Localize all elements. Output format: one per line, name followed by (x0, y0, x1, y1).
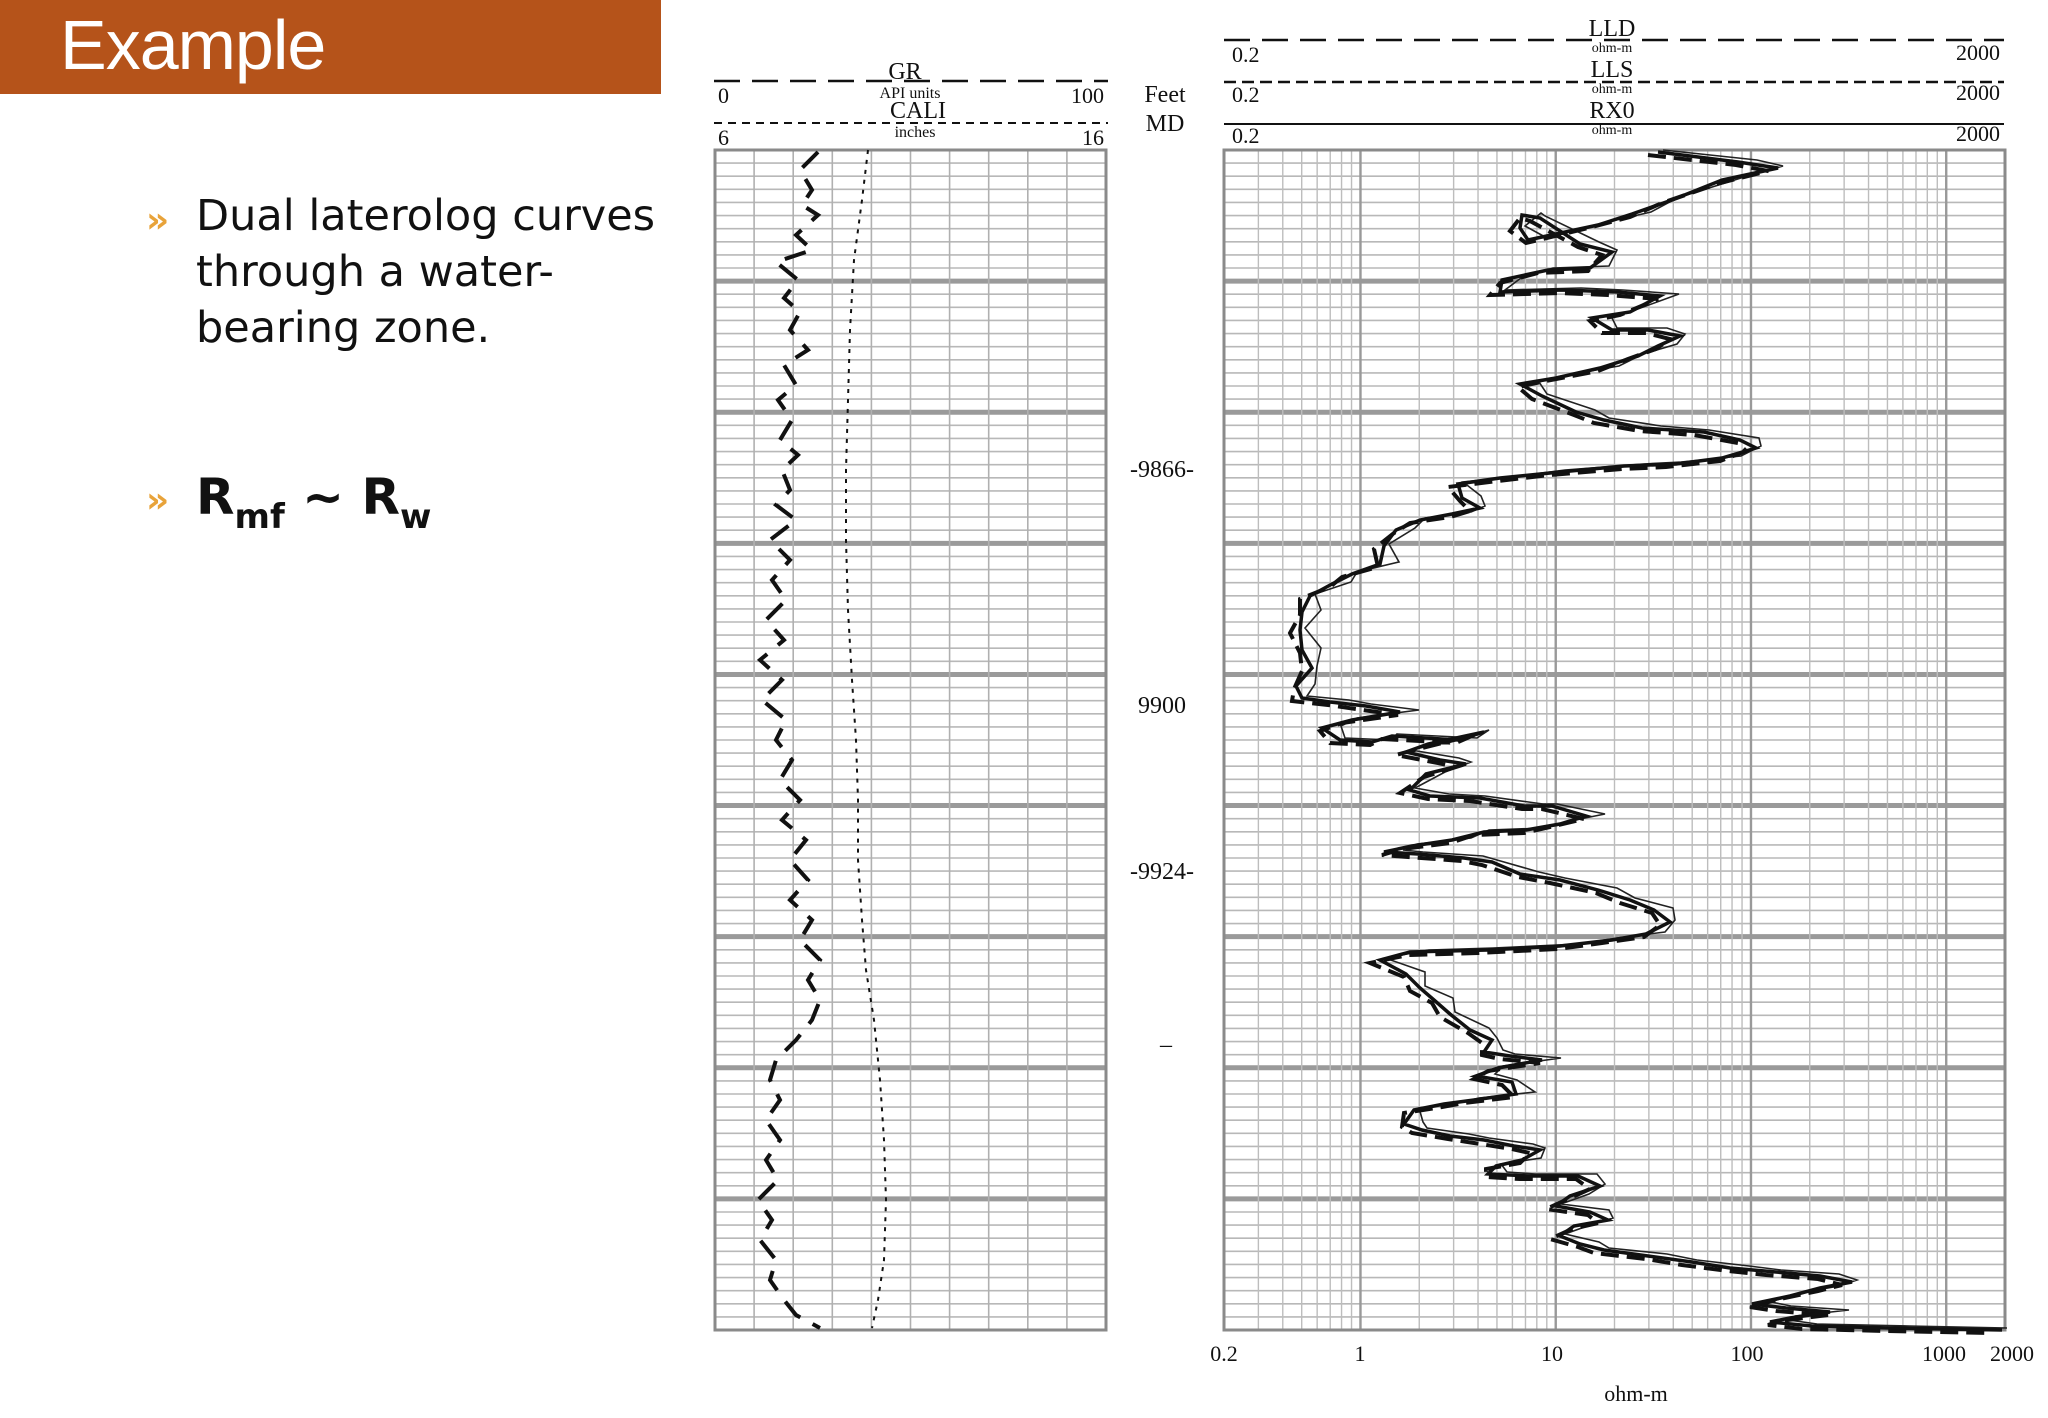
bullet-item-1: » Dual laterolog curves through a water-… (146, 188, 666, 356)
formula: Rmf ~ Rw (196, 468, 432, 537)
track2-resistivity (1222, 148, 2008, 1335)
depth-label: -9866- (1130, 457, 1194, 483)
lls-max: 2000 (1956, 80, 2000, 105)
axis-label: ohm-m (1604, 1381, 1668, 1406)
depth-label: – (1159, 1032, 1173, 1058)
lld-unit: ohm-m (1592, 41, 1633, 56)
lls-label: LLS (1591, 57, 1634, 83)
cali-curve (845, 149, 888, 1329)
lls-min: 0.2 (1232, 82, 1260, 107)
double-chevron-icon: » (146, 200, 170, 241)
lld-curve (1293, 150, 2003, 1332)
depth-track: Feet MD -9866- 9900 -9924- – (1130, 82, 1194, 1058)
lls-unit: ohm-m (1592, 82, 1633, 97)
rx0-unit: ohm-m (1592, 123, 1633, 138)
lld-min: 0.2 (1232, 42, 1260, 67)
bullet-text: Dual laterolog curves through a water-be… (196, 191, 656, 353)
axis-tick-label: 1 (1355, 1341, 1366, 1366)
track2-header: LLD ohm-m 0.2 2000 LLS ohm-m 0.2 2000 RX… (1224, 16, 2004, 148)
track1-gr-cali (713, 148, 1108, 1332)
cali-unit: inches (895, 124, 936, 141)
rx0-min: 0.2 (1232, 123, 1260, 148)
track1-header: GR API units 0 100 CALI inches 6 16 (714, 59, 1108, 150)
axis-tick-label: 100 (1731, 1341, 1764, 1366)
double-chevron-icon: » (146, 480, 170, 521)
rx0-max: 2000 (1956, 121, 2000, 146)
gr-max: 100 (1071, 83, 1104, 108)
depth-header-md: MD (1146, 111, 1185, 137)
cali-min: 6 (718, 125, 729, 150)
gr-min: 0 (718, 83, 729, 108)
cali-max: 16 (1082, 125, 1104, 150)
gr-unit: API units (880, 85, 941, 102)
axis-tick-label: 1000 (1922, 1341, 1966, 1366)
track2-axis: 0.2 1 10 100 1000 2000 ohm-m (1210, 1341, 2034, 1406)
bullet-item-2: » Rmf ~ Rw (146, 466, 666, 548)
depth-header-feet: Feet (1144, 82, 1186, 108)
gr-curve (755, 150, 823, 1330)
title-bar: Example (0, 0, 661, 94)
rx0-label: RX0 (1589, 98, 1634, 124)
lld-label: LLD (1589, 16, 1636, 42)
cali-label: CALI (890, 98, 946, 124)
gr-label: GR (888, 59, 921, 85)
axis-tick-label: 2000 (1990, 1341, 2034, 1366)
depth-label: -9924- (1130, 859, 1194, 885)
depth-label: 9900 (1138, 693, 1186, 719)
lld-max: 2000 (1956, 40, 2000, 65)
slide-title: Example (60, 6, 326, 84)
axis-tick-label: 10 (1541, 1341, 1563, 1366)
rx0-curve (1303, 149, 2008, 1329)
axis-tick-label: 0.2 (1210, 1341, 1238, 1366)
